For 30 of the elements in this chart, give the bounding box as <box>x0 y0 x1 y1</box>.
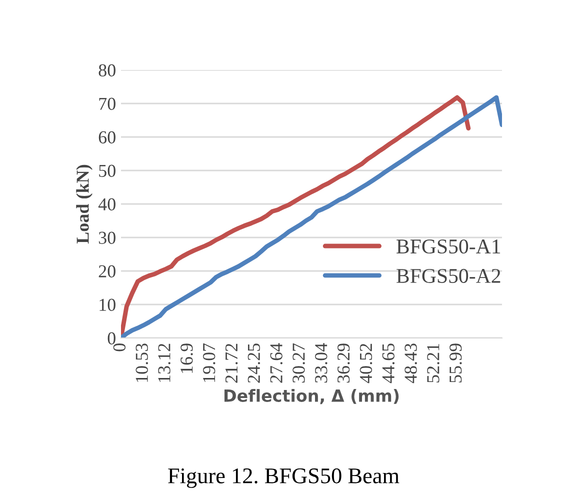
x-tick-label: 27.64 <box>270 343 282 383</box>
y-tick-label: 10 <box>100 298 116 311</box>
x-tick-label: 13.12 <box>158 344 170 382</box>
y-tick-label: 80 <box>98 64 116 76</box>
x-tick-label: 36.29 <box>338 344 350 383</box>
x-tick-label: 16.9 <box>180 344 193 373</box>
x-tick-label: 30.27 <box>292 343 305 383</box>
y-tick-label: 40 <box>98 198 116 210</box>
x-tick-label: 44.65 <box>382 344 395 384</box>
y-tick-label: 0 <box>108 332 116 344</box>
x-tick-label: 48.43 <box>404 344 417 384</box>
x-tick-label: 21.72 <box>225 344 238 383</box>
y-tick-label: 70 <box>99 98 116 110</box>
x-tick-label: 52.21 <box>427 344 440 382</box>
caption: Figure 12. BFGS50 Beam <box>168 468 400 488</box>
x-tick-label: 24.25 <box>248 344 260 383</box>
x-tick-label: 55.99 <box>450 344 462 382</box>
y-axis-title: Load (kN) <box>76 164 93 244</box>
legend-label: BFGS50-A1 <box>396 239 500 254</box>
x-axis-title: Deflection, Δ (mm) <box>224 389 399 404</box>
x-tick-label: 0 <box>113 344 126 352</box>
x-tick-label: 19.07 <box>202 343 216 382</box>
y-tick-label: 30 <box>98 232 116 244</box>
y-tick-label: 20 <box>98 265 116 278</box>
legend-label: BFGS50-A2 <box>396 268 500 283</box>
x-tick-label: 33.04 <box>315 343 328 383</box>
y-tick-label: 50 <box>99 164 116 177</box>
x-tick-label: 40.52 <box>360 344 372 384</box>
x-tick-label: 10.53 <box>136 344 148 382</box>
y-tick-label: 60 <box>98 131 116 144</box>
